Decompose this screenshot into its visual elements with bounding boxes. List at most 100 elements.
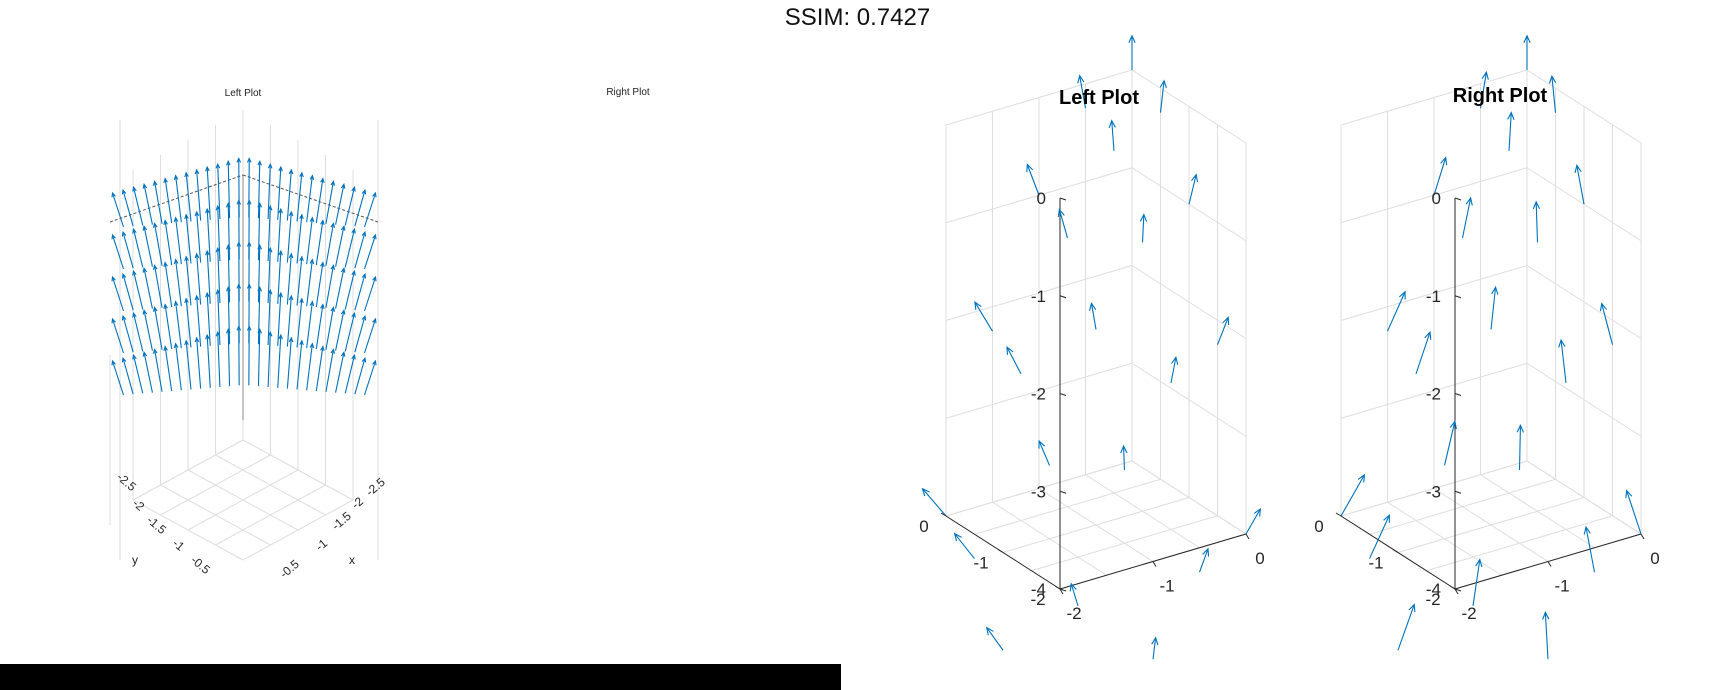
quiver-arrow-head — [163, 177, 168, 183]
quiver-arrow-head — [205, 249, 210, 256]
quiver-arrow-shaft — [175, 175, 182, 223]
quiver-arrow — [1077, 74, 1087, 109]
left-plot-small-ylabel: y — [132, 553, 138, 567]
quiver-arrow-head — [1583, 525, 1591, 535]
quiver-arrow-shaft — [227, 203, 231, 261]
quiver-arrow-shaft — [164, 220, 173, 266]
quiver-arrow — [985, 626, 1004, 651]
quiver-arrow-shaft — [1585, 526, 1596, 573]
quiver-arrow-shaft — [175, 301, 182, 349]
y-tick-label: -1 — [1368, 554, 1383, 573]
quiver-arrow-shaft — [344, 229, 355, 268]
quiver-arrow — [1433, 156, 1448, 196]
quiver-arrow-shaft — [363, 234, 377, 270]
quiver-arrow-head — [205, 333, 210, 340]
quiver-arrow-shaft — [175, 343, 182, 391]
quiver-arrow-shaft — [154, 307, 163, 350]
z-tick-mark — [1059, 197, 1067, 201]
quiver-arrow-head — [1069, 582, 1077, 592]
quiver-arrow-shaft — [335, 268, 345, 309]
quiver-arrow — [194, 210, 202, 263]
quiver-arrow-shaft — [363, 276, 377, 312]
quiver-arrow-shaft — [154, 265, 163, 308]
x-tick-label: 0 — [1650, 549, 1659, 568]
quiver-arrow-shaft — [286, 169, 292, 221]
quiver-arrow-shaft — [196, 337, 202, 389]
quiver-arrow-shaft — [175, 259, 182, 307]
quiver-arrow — [205, 333, 211, 388]
quiver-arrow-head — [173, 300, 179, 307]
quiver-arrow-head — [351, 227, 356, 234]
quiver-arrow-head — [184, 297, 189, 304]
quiver-arrow-shaft — [1070, 583, 1079, 607]
quiver-arrow-head — [1253, 507, 1262, 517]
quiver-arrow-head — [340, 351, 346, 357]
quiver-arrow-shaft — [296, 214, 303, 264]
quiver-arrow-shaft — [277, 209, 282, 262]
quiver-arrow-shaft — [1576, 165, 1585, 205]
x-tick-mark — [1547, 561, 1552, 567]
quiver-arrow-shaft — [154, 181, 163, 224]
quiver-arrow — [325, 264, 336, 308]
quiver-arrow-shaft — [286, 211, 292, 263]
quiver-arrow — [1128, 34, 1136, 70]
quiver-arrow-shaft — [111, 276, 125, 312]
quiver-arrow — [1170, 355, 1179, 383]
quiver-arrow-shaft — [1626, 490, 1642, 535]
quiver-arrow-head — [320, 345, 325, 351]
quiver-arrow — [1159, 79, 1167, 113]
quiver-arrow-head — [194, 336, 200, 343]
quiver-arrow-head — [299, 213, 304, 220]
quiver-arrow — [152, 264, 163, 308]
quiver-arrow-head — [1491, 285, 1499, 295]
quiver-arrow — [1368, 514, 1390, 559]
quiver-arrow-head — [1449, 420, 1457, 430]
quiver-arrow-shaft — [286, 253, 292, 305]
quiver-arrow-head — [1357, 473, 1366, 483]
quiver-arrow — [121, 272, 134, 311]
left-plot-large-title: Left Plot — [1059, 87, 1139, 109]
x-tick-label: -2 — [349, 494, 366, 512]
z-tick-label: -3 — [1031, 482, 1046, 501]
z-tick-mark — [1059, 588, 1067, 592]
quiver-arrow — [1599, 302, 1614, 345]
quiver-arrow — [1558, 338, 1567, 383]
quiver-arrow-head — [132, 227, 137, 234]
quiver-arrow-head — [205, 291, 210, 298]
x-tick-label: 0 — [1255, 549, 1264, 568]
quiver-arrow-shaft — [954, 533, 975, 560]
y-tick-label: -2 — [1425, 590, 1440, 609]
quiver-arrow — [277, 333, 283, 388]
quiver-arrow-shaft — [1490, 287, 1497, 330]
quiver-arrow-head — [1599, 302, 1607, 312]
quiver-arrow-head — [1128, 34, 1136, 44]
quiver-arrow-head — [278, 291, 283, 298]
quiver-arrow — [163, 219, 173, 266]
quiver-arrow-head — [215, 162, 221, 169]
x-tick-label: -1 — [313, 536, 330, 554]
quiver-arrow-shaft — [257, 245, 261, 303]
quiver-arrow — [132, 227, 144, 268]
quiver-arrow-head — [330, 264, 336, 270]
quiver-arrow — [354, 272, 367, 311]
quiver-arrow-head — [1548, 74, 1557, 84]
quiver-arrow-head — [1151, 636, 1159, 646]
quiver-arrow — [1507, 111, 1515, 151]
quiver-arrow-head — [1089, 302, 1097, 311]
quiver-arrow-shaft — [185, 256, 192, 306]
quiver-arrow — [111, 359, 125, 396]
quiver-arrow — [286, 210, 294, 263]
quiver-arrow — [363, 359, 377, 396]
quiver-arrow-shaft — [1560, 339, 1567, 383]
quiver-arrow-head — [1159, 79, 1167, 89]
quiver-arrow — [111, 191, 125, 228]
quiver-arrow-shaft — [1508, 112, 1512, 151]
quiver-arrow-head — [111, 275, 116, 282]
z-tick-mark — [1059, 490, 1067, 494]
quiver-arrow — [325, 180, 336, 224]
y-tick-label: -1 — [170, 536, 187, 554]
quiver-arrow — [277, 249, 283, 304]
quiver-arrow-shaft — [164, 262, 173, 308]
quiver-arrow-head — [163, 219, 168, 225]
quiver-arrow-shaft — [1461, 197, 1472, 239]
